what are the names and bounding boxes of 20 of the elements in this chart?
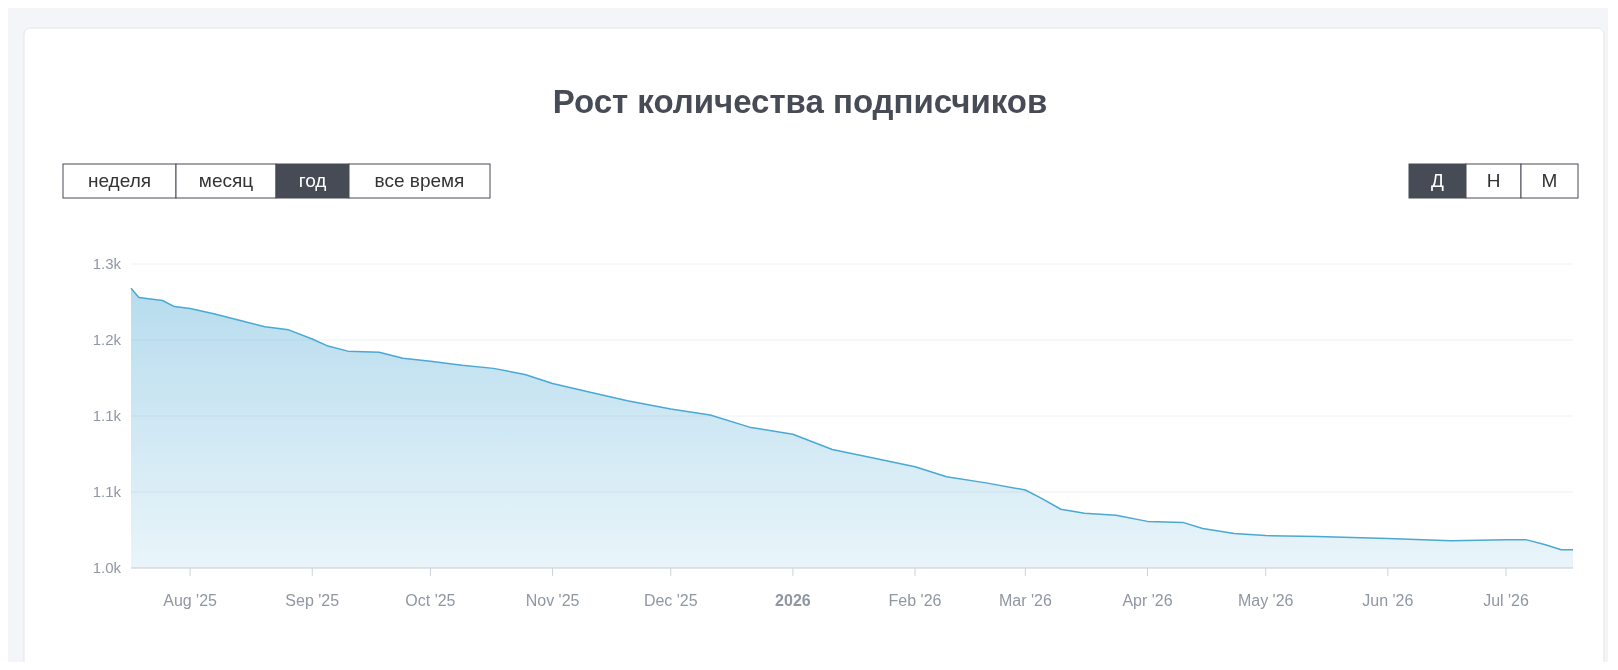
y-tick-label: 1.2k bbox=[92, 331, 122, 348]
y-tick-label: 1.1k bbox=[92, 483, 122, 500]
chart-title: Рост количества подписчиков bbox=[552, 83, 1048, 120]
interval-selector: Д Н М bbox=[1408, 163, 1579, 199]
x-tick-label: Jul '26 bbox=[1483, 592, 1529, 609]
period-selector: неделя месяц год все время bbox=[62, 163, 491, 199]
x-tick-label: Nov '25 bbox=[525, 592, 580, 609]
x-tick-label: 2026 bbox=[775, 592, 811, 609]
x-tick-label: May '26 bbox=[1237, 592, 1294, 609]
x-tick-label: Mar '26 bbox=[998, 592, 1052, 609]
y-tick-label: 1.3k bbox=[92, 255, 122, 272]
x-tick-label: Sep '25 bbox=[285, 592, 340, 609]
x-tick-label: Aug '25 bbox=[163, 592, 218, 609]
x-tick-label: Jun '26 bbox=[1362, 592, 1414, 609]
x-tick-label: Dec '25 bbox=[643, 592, 698, 609]
x-tick-label: Apr '26 bbox=[1122, 592, 1173, 609]
y-tick-label: 1.0k bbox=[92, 559, 122, 576]
y-tick-label: 1.1k bbox=[92, 407, 122, 424]
x-tick-label: Oct '25 bbox=[405, 592, 456, 609]
x-tick-label: Feb '26 bbox=[888, 592, 942, 609]
